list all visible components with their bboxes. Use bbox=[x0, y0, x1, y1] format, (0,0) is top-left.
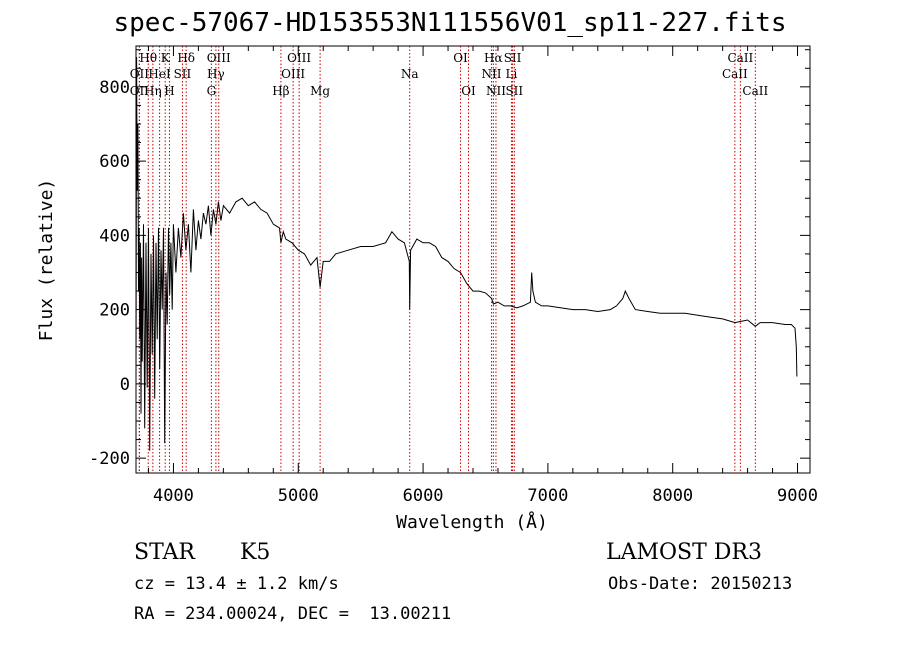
x-axis: 4000 5000 6000 7000 8000 9000 bbox=[147, 46, 818, 506]
spectral-line-label: CaII bbox=[742, 84, 768, 98]
spectral-line-label: OI bbox=[453, 51, 468, 65]
y-tick-label: 200 bbox=[99, 301, 130, 321]
coordinates-text: RA = 234.00024, DEC = 13.00211 bbox=[134, 604, 452, 624]
x-tick-label: 8000 bbox=[652, 486, 693, 506]
spectral-line-label: OII bbox=[130, 84, 150, 98]
y-tick-label: 800 bbox=[99, 78, 130, 98]
spectral-line-label: Li bbox=[506, 67, 518, 81]
spectral-line-markers bbox=[138, 46, 756, 473]
redshift-text: cz = 13.4 ± 1.2 km/s bbox=[134, 574, 339, 594]
spectral-line-label: Hθ bbox=[139, 51, 157, 65]
spectrum-series-line bbox=[135, 57, 798, 451]
y-axis-label: Flux (relative) bbox=[36, 179, 57, 342]
spectral-line-label: Hη bbox=[144, 84, 162, 98]
spectral-line-label: SII bbox=[505, 84, 523, 98]
y-tick-label: 0 bbox=[120, 375, 130, 395]
y-tick-label: 600 bbox=[99, 152, 130, 172]
object-class: STAR bbox=[134, 540, 195, 565]
spectral-line-label: G bbox=[207, 84, 217, 98]
y-tick-label: -200 bbox=[89, 449, 130, 469]
object-subclass: K5 bbox=[240, 540, 271, 565]
y-tick-label: 400 bbox=[99, 226, 130, 246]
spectral-line-label: OI bbox=[461, 84, 476, 98]
chart-title: spec-57067-HD153553N111556V01_sp11-227.f… bbox=[113, 8, 787, 38]
spectral-line-label: Mg bbox=[310, 84, 330, 98]
x-tick-label: 6000 bbox=[403, 486, 444, 506]
x-tick-label: 4000 bbox=[153, 486, 194, 506]
x-tick-label: 5000 bbox=[278, 486, 319, 506]
x-tick-label: 7000 bbox=[527, 486, 568, 506]
spectral-line-label: SII bbox=[174, 67, 192, 81]
x-tick-label: 9000 bbox=[777, 486, 818, 506]
plot-frame bbox=[135, 45, 811, 474]
x-axis-label: Wavelength (Å) bbox=[396, 511, 548, 533]
spectral-line-label: Hγ bbox=[207, 67, 225, 81]
obs-date-text: Obs-Date: 20150213 bbox=[608, 574, 793, 594]
spectral-line-label: HeI bbox=[148, 67, 171, 81]
spectral-line-label: OIII bbox=[207, 51, 231, 65]
spectral-line-label: K bbox=[161, 51, 171, 65]
spectral-line-label: H bbox=[164, 84, 174, 98]
spectral-line-label: Na bbox=[401, 67, 419, 81]
survey-name: LAMOST DR3 bbox=[606, 540, 762, 565]
spectral-line-label: CaII bbox=[722, 67, 748, 81]
spectral-line-label: NII bbox=[481, 67, 501, 81]
spectral-line-label: Hα bbox=[484, 51, 503, 65]
y-axis: -200 0 200 400 600 800 bbox=[89, 49, 810, 469]
spectral-line-label: Hβ bbox=[272, 84, 289, 98]
spectral-line-label: OII bbox=[130, 67, 150, 81]
spectral-line-label: SII bbox=[504, 51, 522, 65]
spectral-line-label: OIII bbox=[287, 51, 311, 65]
spectral-line-label: NII bbox=[486, 84, 506, 98]
spectral-line-label: CaII bbox=[727, 51, 753, 65]
spectral-line-label: OIII bbox=[281, 67, 305, 81]
spectral-line-label: Hδ bbox=[177, 51, 195, 65]
